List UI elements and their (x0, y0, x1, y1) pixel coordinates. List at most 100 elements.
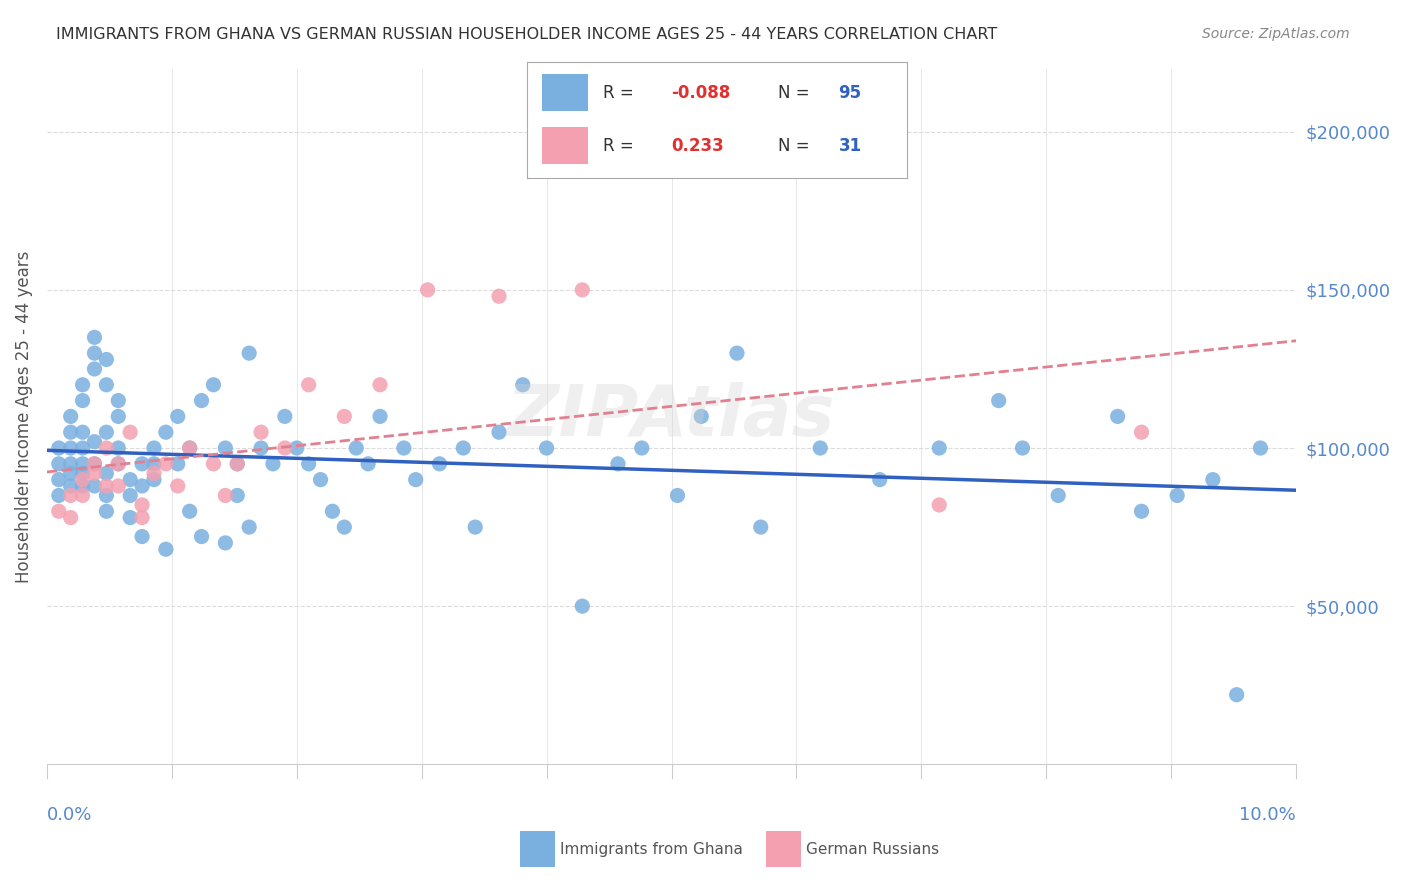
Point (1130, 504, 1153, 518)
FancyBboxPatch shape (543, 128, 588, 164)
Point (72, 473, 94, 487)
Point (488, 289, 510, 303)
Point (72, 467, 94, 481)
Point (298, 457, 321, 471)
Text: German Russians: German Russians (806, 842, 939, 856)
Point (107, 457, 129, 471)
Point (96, 425, 118, 440)
Point (107, 457, 129, 471)
Point (131, 510, 153, 524)
Y-axis label: Householder Income Ages 25 - 44 years: Householder Income Ages 25 - 44 years (15, 251, 32, 582)
Point (179, 504, 201, 518)
Point (1130, 425, 1153, 440)
Point (143, 441, 166, 455)
Point (333, 520, 356, 534)
Point (392, 441, 415, 455)
Point (368, 409, 391, 424)
Point (48, 441, 70, 455)
Point (96, 441, 118, 455)
Point (202, 457, 225, 471)
Point (1011, 441, 1033, 455)
Point (59, 425, 82, 440)
Point (607, 457, 630, 471)
Point (321, 504, 343, 518)
Point (214, 536, 236, 550)
Point (72, 479, 94, 493)
Point (59, 488, 82, 502)
Point (83, 479, 105, 493)
Point (143, 467, 166, 481)
Text: R =: R = (603, 84, 640, 102)
Point (1107, 409, 1129, 424)
Point (59, 409, 82, 424)
Point (48, 457, 70, 471)
Point (630, 441, 652, 455)
Point (83, 330, 105, 344)
Point (238, 346, 260, 360)
Point (214, 488, 236, 502)
Text: R =: R = (603, 137, 640, 155)
Point (309, 473, 332, 487)
Point (83, 362, 105, 376)
Text: 10.0%: 10.0% (1240, 806, 1296, 824)
Point (536, 441, 558, 455)
Point (131, 479, 153, 493)
Point (83, 346, 105, 360)
Point (214, 441, 236, 455)
Point (464, 520, 486, 534)
Point (238, 520, 260, 534)
Point (59, 510, 82, 524)
Point (83, 457, 105, 471)
Point (298, 377, 321, 392)
Text: 31: 31 (838, 137, 862, 155)
Text: N =: N = (778, 84, 814, 102)
Point (83, 467, 105, 481)
Point (72, 377, 94, 392)
Point (1249, 441, 1271, 455)
Point (166, 457, 188, 471)
Point (131, 530, 153, 544)
Point (131, 457, 153, 471)
Point (666, 488, 689, 502)
Point (274, 409, 297, 424)
Text: -0.088: -0.088 (672, 84, 731, 102)
Point (488, 425, 510, 440)
Point (72, 457, 94, 471)
Point (59, 457, 82, 471)
Point (429, 457, 451, 471)
Point (405, 473, 427, 487)
Point (48, 504, 70, 518)
Point (107, 409, 129, 424)
Point (512, 377, 534, 392)
Point (274, 441, 297, 455)
Point (83, 457, 105, 471)
Point (250, 425, 273, 440)
Point (72, 441, 94, 455)
Point (166, 409, 188, 424)
Point (131, 498, 153, 512)
Point (107, 441, 129, 455)
Point (202, 377, 225, 392)
Point (96, 377, 118, 392)
Point (928, 441, 950, 455)
Point (143, 457, 166, 471)
Point (869, 473, 891, 487)
Point (749, 520, 772, 534)
Point (179, 441, 201, 455)
Point (571, 283, 593, 297)
Point (155, 457, 177, 471)
Point (190, 393, 212, 408)
Point (1166, 488, 1188, 502)
Point (725, 346, 748, 360)
Point (226, 457, 249, 471)
Point (166, 479, 188, 493)
Point (155, 425, 177, 440)
Point (59, 479, 82, 493)
Point (1202, 473, 1225, 487)
Point (72, 425, 94, 440)
Point (83, 434, 105, 449)
FancyBboxPatch shape (543, 74, 588, 112)
Point (96, 488, 118, 502)
Point (96, 504, 118, 518)
Point (120, 510, 142, 524)
